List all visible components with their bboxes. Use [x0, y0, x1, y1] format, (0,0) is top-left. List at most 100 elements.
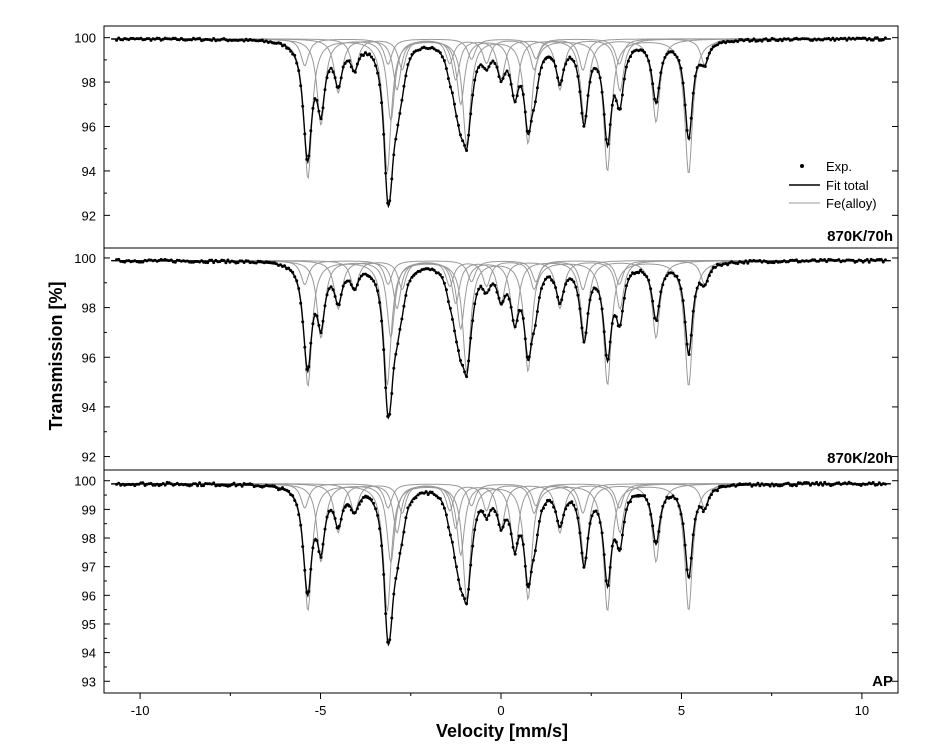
exp-point: [716, 43, 719, 47]
exp-point: [250, 483, 254, 487]
exp-point: [705, 57, 709, 60]
exp-point: [705, 279, 709, 283]
exp-point: [602, 553, 606, 557]
exp-point: [291, 270, 295, 274]
exp-point: [364, 272, 367, 276]
exp-point: [323, 527, 327, 531]
exp-point: [578, 307, 582, 311]
exp-point: [515, 542, 519, 545]
exp-point: [317, 109, 321, 113]
exp-point: [212, 261, 216, 265]
exp-point: [378, 301, 382, 304]
exp-point: [566, 58, 570, 62]
exp-point: [327, 70, 331, 74]
exp-point: [614, 315, 618, 319]
exp-point: [533, 100, 537, 104]
exp-point: [299, 301, 303, 305]
exp-point: [695, 510, 699, 514]
exp-point: [279, 41, 282, 45]
exp-point: [396, 123, 400, 127]
exp-point: [875, 483, 879, 487]
exp-point: [537, 296, 541, 300]
exp-point: [242, 261, 246, 264]
exp-point: [414, 271, 418, 275]
exp-point: [368, 496, 371, 500]
exp-point: [469, 112, 473, 116]
panel-2: 93 94 95 96 97 98 99 100 AP: [74, 469, 899, 694]
exp-point: [881, 38, 885, 42]
exp-point: [548, 275, 552, 279]
exp-point: [461, 139, 465, 143]
exp-point: [453, 329, 456, 333]
exp-point: [475, 70, 479, 74]
exp-point: [689, 333, 693, 337]
fe-alloy-components: [111, 38, 891, 180]
exp-point: [618, 107, 622, 111]
exp-point: [523, 337, 527, 341]
exp-point: [527, 355, 531, 359]
exp-point: [295, 503, 299, 507]
exp-point: [295, 61, 299, 65]
exp-point: [194, 260, 197, 263]
exp-point: [691, 91, 695, 95]
exp-point: [560, 521, 564, 525]
exp-point: [481, 287, 485, 291]
exp-point: [493, 510, 497, 513]
y-axis-title: Transmission [%]: [46, 281, 66, 430]
exp-point: [687, 353, 691, 356]
exp-point: [333, 517, 337, 520]
y-tick-label: 93: [82, 674, 96, 689]
exp-point: [473, 528, 477, 532]
exp-point: [877, 481, 881, 485]
fe-alloy-components: [111, 483, 891, 612]
exp-point: [461, 593, 465, 597]
exp-point: [503, 72, 507, 76]
exp-point: [746, 37, 750, 41]
exp-point: [402, 84, 406, 88]
exp-point: [554, 510, 558, 514]
exp-point: [513, 325, 517, 329]
exp-point: [432, 268, 436, 272]
exp-point: [606, 142, 610, 146]
exp-point: [394, 352, 398, 356]
exp-point: [319, 555, 323, 559]
exp-point: [459, 359, 462, 362]
exp-point: [446, 300, 450, 304]
exp-point: [659, 515, 663, 519]
exp-point: [786, 37, 790, 41]
exp-point: [418, 269, 422, 273]
exp-point: [683, 103, 687, 107]
exp-point: [544, 503, 547, 507]
exp-point: [473, 78, 477, 82]
exp-point: [149, 38, 153, 42]
exp-point: [293, 53, 297, 57]
exp-point: [382, 348, 386, 352]
exp-point: [321, 319, 325, 323]
exp-point: [521, 93, 525, 96]
exp-point: [606, 357, 610, 361]
exp-point: [453, 556, 456, 559]
exp-point: [485, 68, 489, 72]
panels: 92 94 96 98 100 870K/70h 92 94 96 98 100 870K/20h 93…: [74, 25, 899, 694]
exp-point: [396, 342, 400, 346]
exp-point: [455, 340, 458, 344]
exp-point: [396, 566, 400, 570]
exp-point: [521, 543, 525, 546]
exp-point: [117, 36, 121, 40]
exp-point: [301, 545, 305, 549]
exp-point: [653, 97, 657, 101]
exp-point: [612, 94, 616, 98]
exp-point: [604, 579, 608, 583]
exp-point: [293, 499, 297, 502]
exp-point: [374, 64, 378, 68]
exp-point: [815, 480, 819, 484]
exp-point: [768, 38, 772, 42]
exp-point: [693, 74, 697, 78]
exp-point: [422, 491, 426, 495]
exp-point: [651, 299, 655, 303]
exp-point: [766, 483, 770, 487]
exp-point: [529, 342, 533, 346]
exp-point: [485, 518, 489, 521]
exp-point: [679, 512, 683, 516]
exp-point: [325, 76, 329, 80]
